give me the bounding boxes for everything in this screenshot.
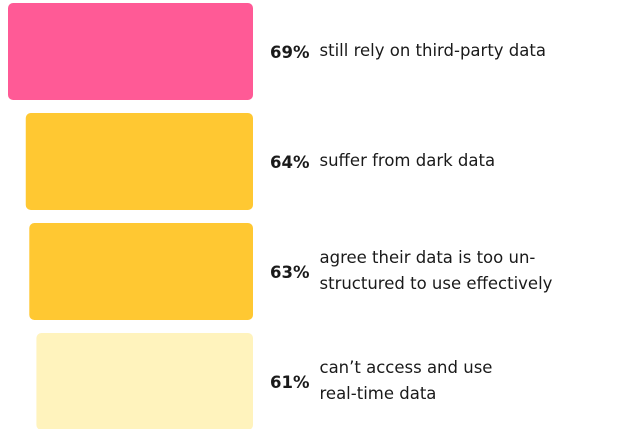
value-label: 64% [270,153,310,172]
bar [25,113,253,210]
value-label: 61% [270,373,310,392]
value-label: 63% [270,263,310,282]
category-label: real-time data [320,384,437,403]
category-label: agree their data is too un- [320,248,536,267]
category-label: can’t access and use [320,358,493,377]
bar [8,3,253,100]
category-label: suffer from dark data [320,151,496,170]
category-label: structured to use effectively [320,274,553,293]
bar [36,333,253,429]
value-label: 69% [270,43,310,62]
category-label: still rely on third-party data [320,41,546,60]
bar [29,223,253,320]
